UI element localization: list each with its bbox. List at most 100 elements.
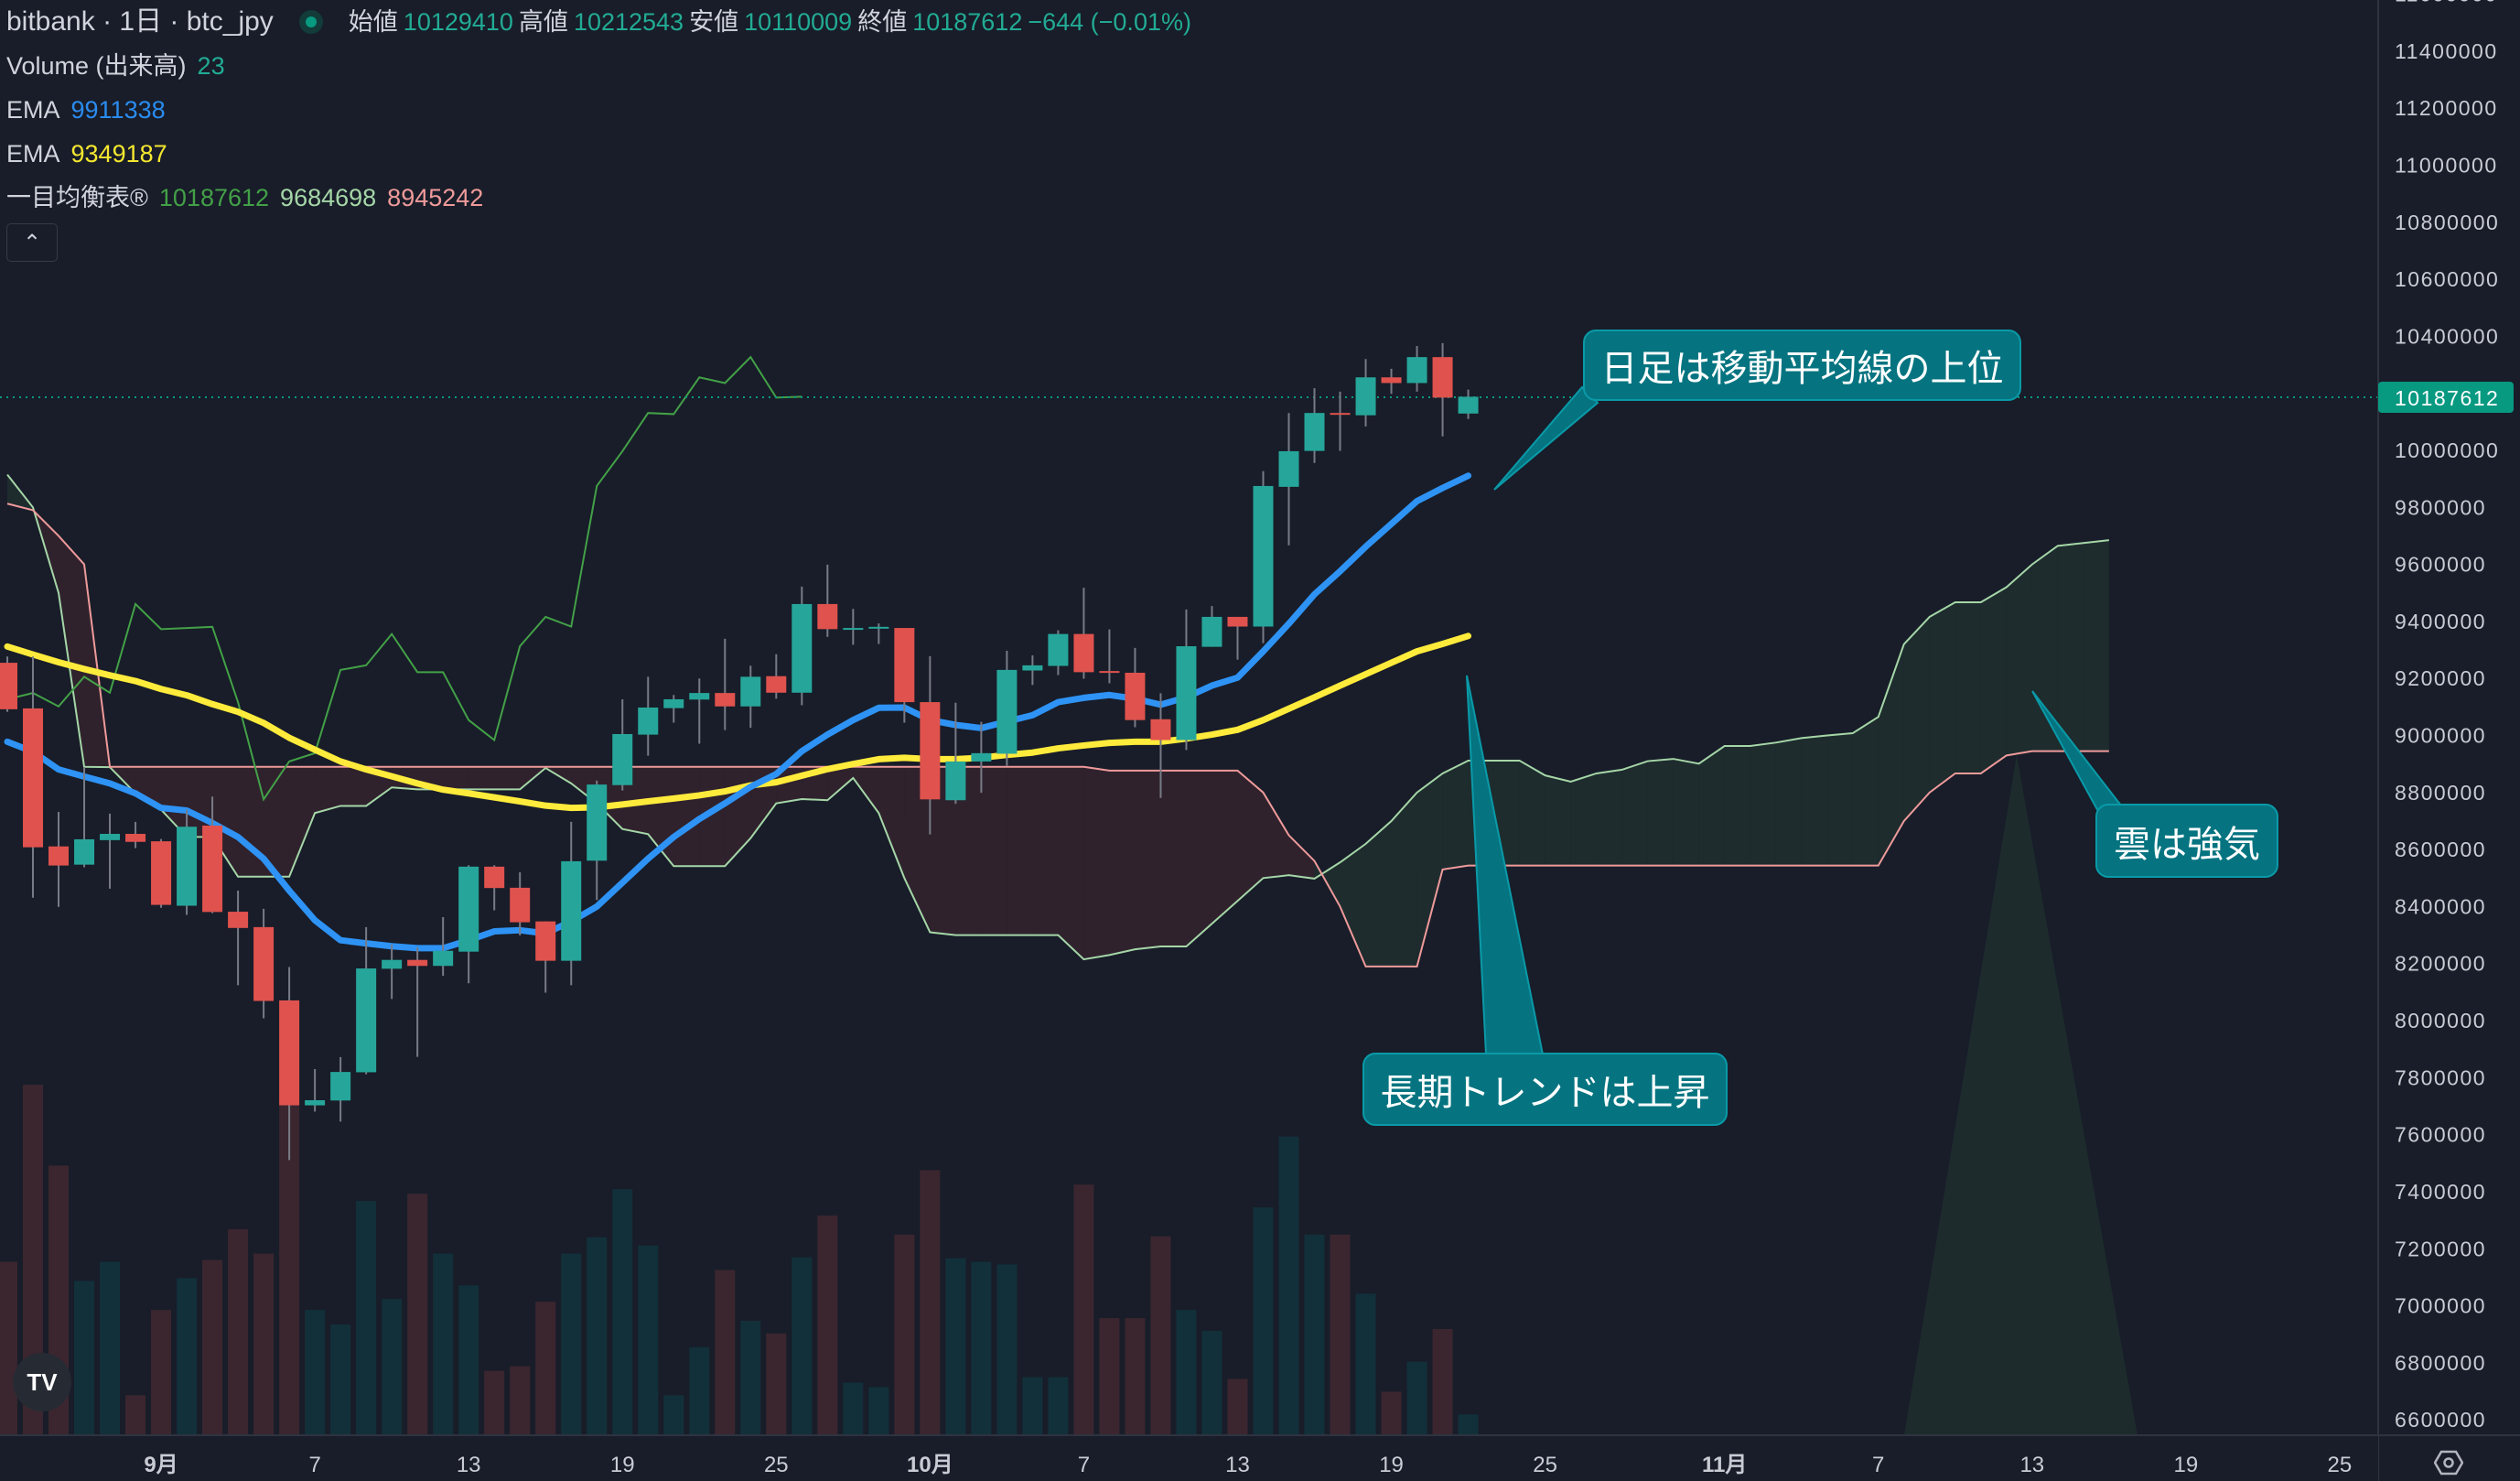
cloud-segment xyxy=(1852,717,1879,866)
tradingview-logo-icon[interactable]: TV xyxy=(13,1353,71,1411)
candle xyxy=(638,676,659,756)
cloud-segment xyxy=(1007,766,1033,935)
ema-slow-legend[interactable]: EMA 9349187 xyxy=(6,132,1191,176)
candle-body xyxy=(1073,633,1094,673)
candle-body xyxy=(843,628,864,631)
candle-body xyxy=(587,784,608,861)
volume-bar xyxy=(228,1228,249,1435)
collapse-legend-button[interactable]: ⌃ xyxy=(6,223,58,262)
price-axis-label: 6800000 xyxy=(2395,1351,2486,1375)
chart-legend: bitbank · 1日 · btc_jpy 始値 10129410 高値 1021… xyxy=(6,0,1191,220)
candle-body xyxy=(1099,671,1120,674)
candle-body xyxy=(561,860,582,961)
volume-bar xyxy=(407,1194,428,1435)
volume-bar xyxy=(356,1201,377,1435)
candle xyxy=(177,809,198,915)
price-axis-label: 9800000 xyxy=(2395,495,2486,519)
price-axis-label: 7400000 xyxy=(2395,1180,2486,1204)
volume-bar xyxy=(1381,1391,1402,1435)
candle-body xyxy=(535,921,556,961)
volume-bar xyxy=(1304,1234,1325,1435)
ichimoku-span-a-line xyxy=(6,473,2109,961)
volume-bar xyxy=(433,1253,454,1435)
cloud-segment xyxy=(494,766,521,790)
time-axis-labels: 9月 7 13 19 25 10月 7 13 19 25 11月 7 13 19 25 xyxy=(144,1453,2352,1477)
cloud-segment xyxy=(468,766,495,790)
cloud-segment xyxy=(1186,770,1212,947)
market-status-icon xyxy=(298,10,323,34)
cloud-segment xyxy=(1570,773,1597,866)
indicator-lines xyxy=(0,355,2109,968)
candle xyxy=(1022,654,1043,686)
candle-body xyxy=(484,866,505,889)
candle-body xyxy=(330,1072,351,1101)
cloud-segment xyxy=(1929,602,1955,793)
candle-body xyxy=(253,926,275,1001)
candle-body xyxy=(715,693,736,707)
volume-legend[interactable]: Volume (出来高) 23 xyxy=(6,44,1191,88)
current-price-label: 10187612 xyxy=(2395,386,2499,410)
volume-bar xyxy=(894,1234,915,1435)
candle-body xyxy=(1458,396,1479,414)
candle xyxy=(996,651,1018,766)
volume-bar xyxy=(1406,1361,1427,1435)
time-axis-label: 13 xyxy=(457,1453,481,1477)
candle xyxy=(971,721,992,794)
candle-body xyxy=(1406,357,1427,384)
volume-bar xyxy=(1150,1236,1171,1435)
callout-daily-above-ma[interactable]: 日足は移動平均線の上位 xyxy=(1583,330,2021,401)
candle xyxy=(23,656,44,898)
callout-cloud-bullish[interactable]: 雲は強気 xyxy=(2095,804,2278,878)
callout-long-term-uptrend[interactable]: 長期トレンドは上昇 xyxy=(1362,1053,1728,1126)
symbol-title[interactable]: bitbank · 1日 · btc_jpy xyxy=(6,6,274,37)
chart-settings-icon[interactable] xyxy=(2434,1450,2463,1476)
candle-body xyxy=(407,959,428,967)
ichimoku-legend[interactable]: 一目均衡表® 10187612 9684698 8945242 xyxy=(6,176,1191,220)
volume-bar xyxy=(305,1310,326,1435)
candle xyxy=(817,564,838,637)
cloud-segment xyxy=(1263,792,1289,879)
candle xyxy=(458,865,479,984)
cloud-segment xyxy=(1903,616,1930,821)
price-axis[interactable] xyxy=(2378,0,2520,1481)
volume-bar xyxy=(330,1324,351,1435)
cloud-segment xyxy=(264,766,290,877)
candle-body xyxy=(1278,450,1299,487)
price-axis-label: 11000000 xyxy=(2395,153,2498,177)
cloud-segment xyxy=(340,766,367,806)
cloud-segment xyxy=(673,766,700,867)
cloud-segment xyxy=(289,766,316,877)
time-axis[interactable] xyxy=(0,1436,2378,1481)
volume-bar xyxy=(689,1346,710,1435)
candle-body xyxy=(792,603,813,693)
candle-body xyxy=(894,628,915,703)
price-axis-label: 7000000 xyxy=(2395,1294,2486,1318)
ema-fast-legend[interactable]: EMA 9911338 xyxy=(6,88,1191,132)
time-axis-label: 19 xyxy=(610,1453,635,1477)
candle-body xyxy=(920,702,941,800)
volume-bar xyxy=(458,1285,479,1435)
volume-bar xyxy=(202,1259,223,1435)
candle xyxy=(253,908,275,1019)
volume-bar xyxy=(766,1333,787,1435)
candle xyxy=(715,638,736,730)
cloud-callout-tail-shape xyxy=(1904,755,2138,1435)
ichimoku-lagging-value: 10187612 xyxy=(158,184,270,211)
candle-body xyxy=(971,752,992,762)
cloud-segment xyxy=(1596,769,1622,866)
cloud-segment xyxy=(2057,543,2084,751)
candle-body xyxy=(1022,665,1043,671)
ema-slow-label: EMA xyxy=(6,140,60,168)
price-axis-label: 9200000 xyxy=(2395,666,2486,690)
candle-body xyxy=(1201,616,1222,647)
candle-body xyxy=(1432,357,1453,398)
candle xyxy=(1125,647,1146,728)
cloud-segment xyxy=(955,766,982,935)
candle xyxy=(1227,616,1248,660)
cloud-segment xyxy=(1878,643,1904,866)
volume-bar xyxy=(125,1395,146,1435)
cloud-segment xyxy=(443,766,469,790)
time-axis-label: 10月 xyxy=(907,1453,953,1477)
candle xyxy=(1330,391,1351,451)
